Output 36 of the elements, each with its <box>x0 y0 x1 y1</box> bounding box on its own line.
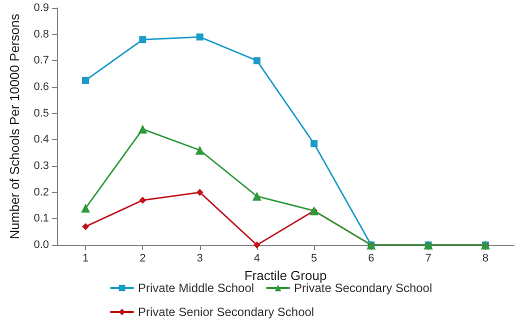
x-tick-label: 6 <box>368 252 374 264</box>
x-tick-label: 2 <box>140 252 146 264</box>
point <box>253 57 260 64</box>
point <box>139 196 146 204</box>
point <box>139 36 146 44</box>
point <box>252 192 262 201</box>
legend-label: Private Secondary School <box>294 281 432 295</box>
legend-label: Private Senior Secondary School <box>138 305 314 319</box>
legend-label: Private Middle School <box>138 281 254 295</box>
x-tick-label: 4 <box>254 252 260 264</box>
point <box>310 140 318 148</box>
y-tick-label: 0.0 <box>34 239 49 251</box>
y-tick-label: 0.2 <box>34 186 49 198</box>
y-tick-label: 0.4 <box>34 134 49 146</box>
y-tick-label: 0.9 <box>34 2 49 14</box>
y-axis-title: Number of Schools Per 10000 Persons <box>7 13 22 240</box>
point <box>81 204 90 213</box>
x-tick-label: 5 <box>311 252 318 264</box>
point <box>82 76 90 84</box>
y-tick-label: 0.8 <box>34 28 49 40</box>
point <box>138 124 148 134</box>
y-tick-label: 0.1 <box>34 212 49 225</box>
y-tick-label: 0.5 <box>34 107 49 120</box>
x-tick-label: 1 <box>82 252 89 264</box>
x-tick-label: 7 <box>425 252 432 264</box>
point <box>195 146 204 155</box>
y-tick-label: 0.3 <box>34 160 49 172</box>
point <box>82 223 90 230</box>
y-tick-label: 0.6 <box>34 81 49 93</box>
point <box>196 33 204 40</box>
x-axis-title: Fractile Group <box>244 268 327 283</box>
x-tick-label: 3 <box>196 252 203 264</box>
point <box>196 188 204 196</box>
x-tick-label: 8 <box>482 252 488 264</box>
point <box>253 242 260 248</box>
y-tick-label: 0.7 <box>34 54 49 67</box>
